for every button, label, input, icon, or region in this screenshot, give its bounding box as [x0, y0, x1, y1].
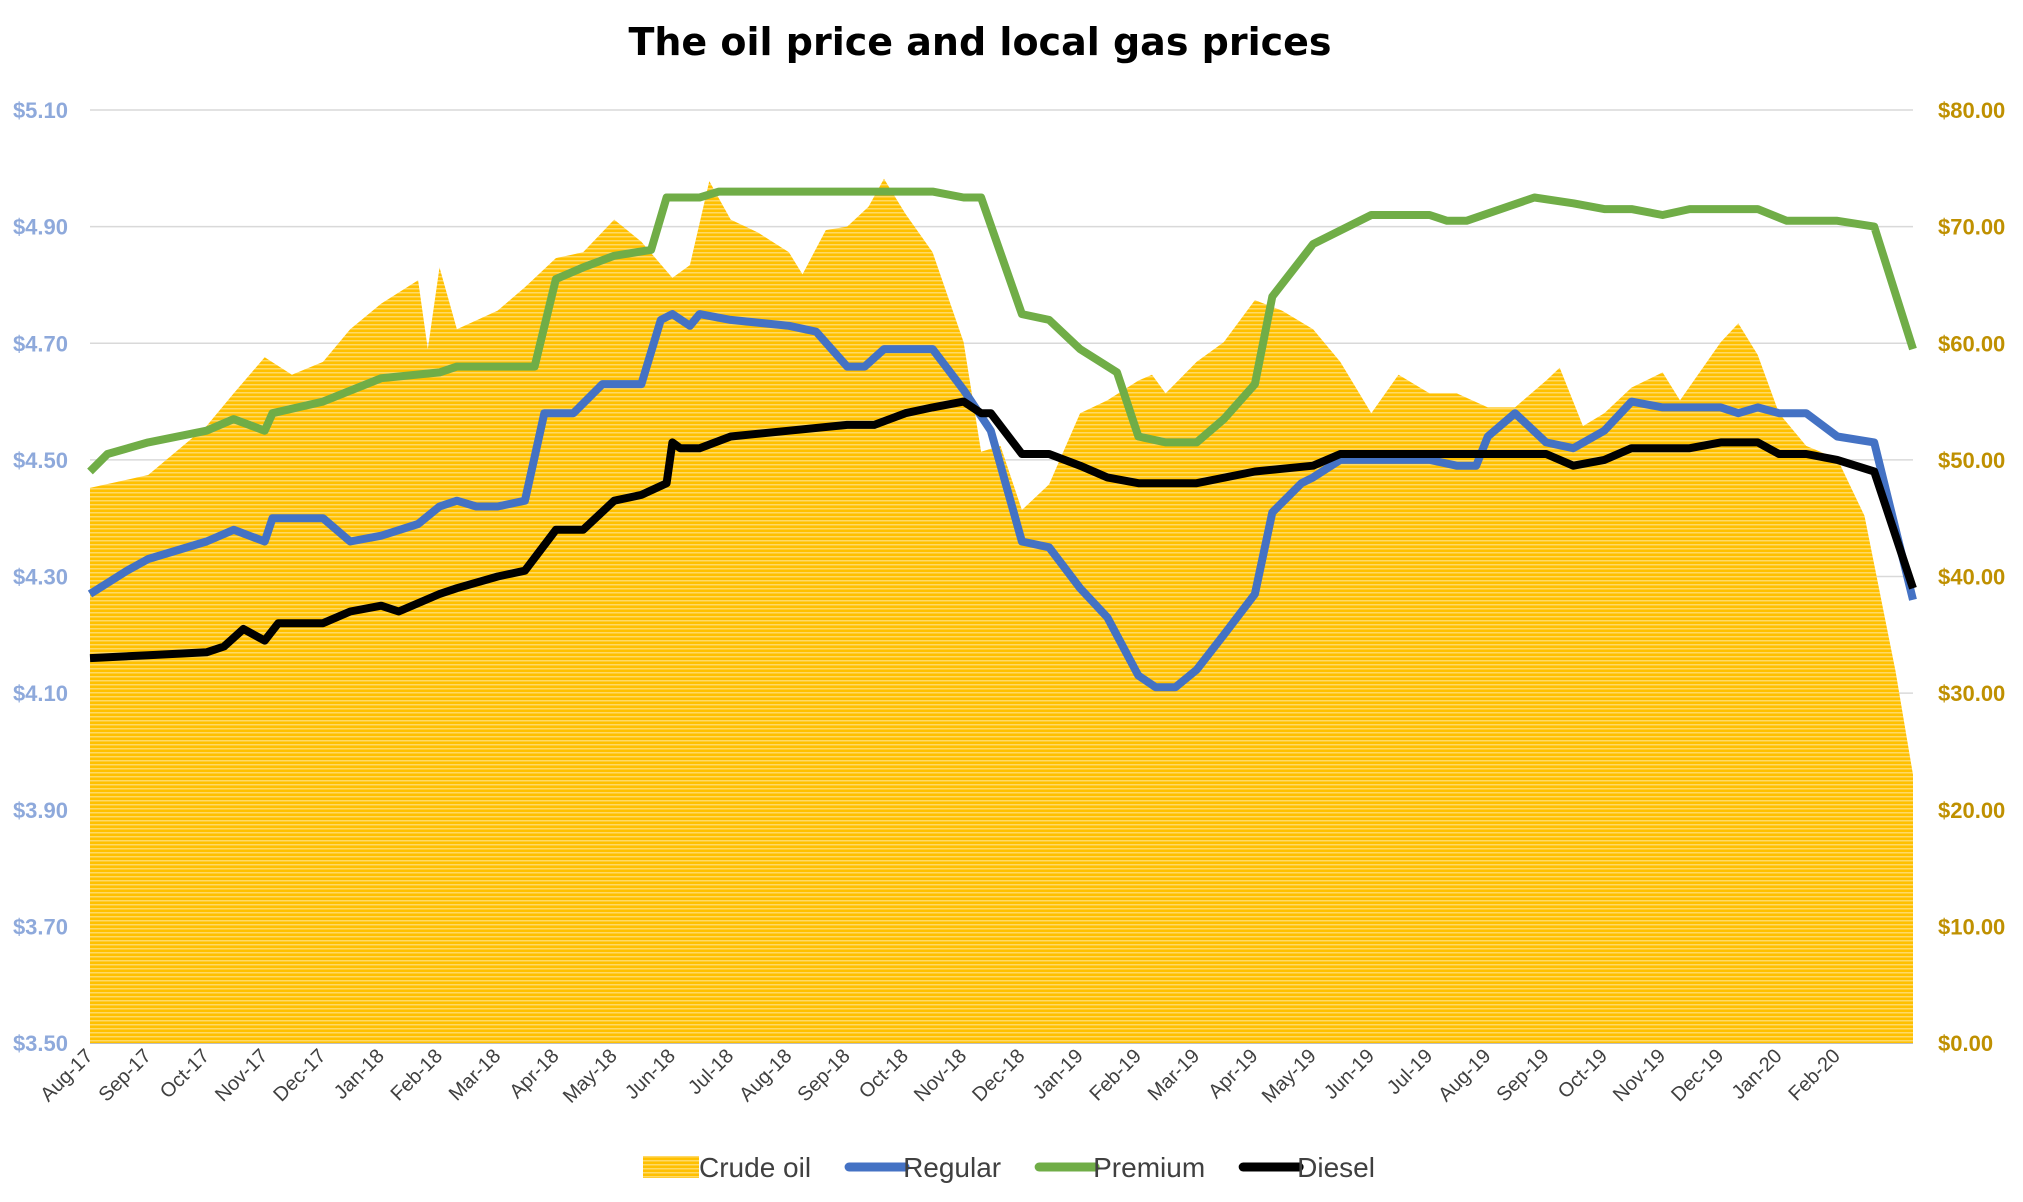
crude-oil-area: [90, 178, 1913, 1044]
x-tick-label: Mar-18: [445, 1045, 505, 1105]
x-tick-label: Feb-18: [387, 1045, 447, 1105]
x-tick-label: Aug-18: [735, 1045, 796, 1106]
x-tick-label: Aug-19: [1434, 1045, 1495, 1106]
x-tick-label: Apr-19: [1204, 1045, 1262, 1103]
premium-legend-label: Premium: [1093, 1152, 1205, 1183]
x-tick-label: Jul-18: [684, 1045, 738, 1099]
legend: Crude oil Regular Premium Diesel: [643, 1152, 1375, 1183]
x-tick-label: Jul-19: [1383, 1045, 1437, 1099]
x-tick-label: Oct-18: [855, 1045, 913, 1103]
x-tick-label: Jun-19: [1320, 1045, 1379, 1104]
x-tick-label: Feb-19: [1086, 1045, 1146, 1105]
x-tick-label: Feb-20: [1784, 1045, 1844, 1105]
x-tick-label: Dec-19: [1667, 1045, 1728, 1106]
chart-title: The oil price and local gas prices: [628, 20, 1331, 64]
x-tick-label: Jun-18: [621, 1045, 680, 1104]
y-left-tick-label: $5.10: [13, 98, 68, 123]
diesel-legend-label: Diesel: [1297, 1152, 1375, 1183]
y-right-tick-label: $40.00: [1938, 565, 2005, 590]
regular-legend-label: Regular: [903, 1152, 1001, 1183]
y-right-tick-label: $80.00: [1938, 98, 2005, 123]
x-tick-label: Jan-18: [330, 1045, 389, 1104]
x-tick-label: May-18: [559, 1045, 622, 1108]
y-left-tick-label: $4.70: [13, 331, 68, 356]
crude-oil-legend-label: Crude oil: [699, 1152, 811, 1183]
y-left-tick-label: $4.50: [13, 448, 68, 473]
x-tick-label: May-19: [1258, 1045, 1321, 1108]
diesel-line: [89, 397, 1917, 663]
x-tick-label: Nov-19: [1609, 1045, 1670, 1106]
x-tick-label: Jan-20: [1728, 1045, 1787, 1104]
y-left-tick-label: $4.90: [13, 215, 68, 240]
x-tick-label: Sep-18: [794, 1045, 855, 1106]
y-left-tick-label: $4.10: [13, 681, 68, 706]
y-left-tick-label: $3.70: [13, 914, 68, 939]
x-tick-label: Dec-17: [269, 1045, 330, 1106]
y-right-tick-label: $60.00: [1938, 331, 2005, 356]
premium-line: [87, 187, 1917, 475]
y-right-tick-label: $0.00: [1938, 1031, 1993, 1056]
y-left-tick-label: $4.30: [13, 565, 68, 590]
x-tick-label: Jan-19: [1029, 1045, 1088, 1104]
x-tick-label: Oct-19: [1554, 1045, 1612, 1103]
x-tick-label: Nov-17: [211, 1045, 272, 1106]
y-left-tick-label: $3.90: [13, 798, 68, 823]
x-tick-label: Sep-17: [95, 1045, 156, 1106]
y-right-tick-label: $10.00: [1938, 914, 2005, 939]
x-tick-label: Nov-18: [910, 1045, 971, 1106]
y-right-tick-label: $20.00: [1938, 798, 2005, 823]
x-tick-label: Oct-17: [156, 1045, 214, 1103]
x-tick-label: Apr-18: [505, 1045, 563, 1103]
y-left-tick-label: $3.50: [13, 1031, 68, 1056]
y-right-tick-label: $70.00: [1938, 215, 2005, 240]
y-right-tick-label: $30.00: [1938, 681, 2005, 706]
regular-line: [87, 310, 1917, 692]
x-tick-label: Sep-19: [1492, 1045, 1553, 1106]
crude-oil-legend-swatch: [643, 1156, 699, 1178]
x-tick-label: Mar-19: [1144, 1045, 1204, 1105]
y-right-tick-label: $50.00: [1938, 448, 2005, 473]
x-tick-label: Dec-18: [968, 1045, 1029, 1106]
